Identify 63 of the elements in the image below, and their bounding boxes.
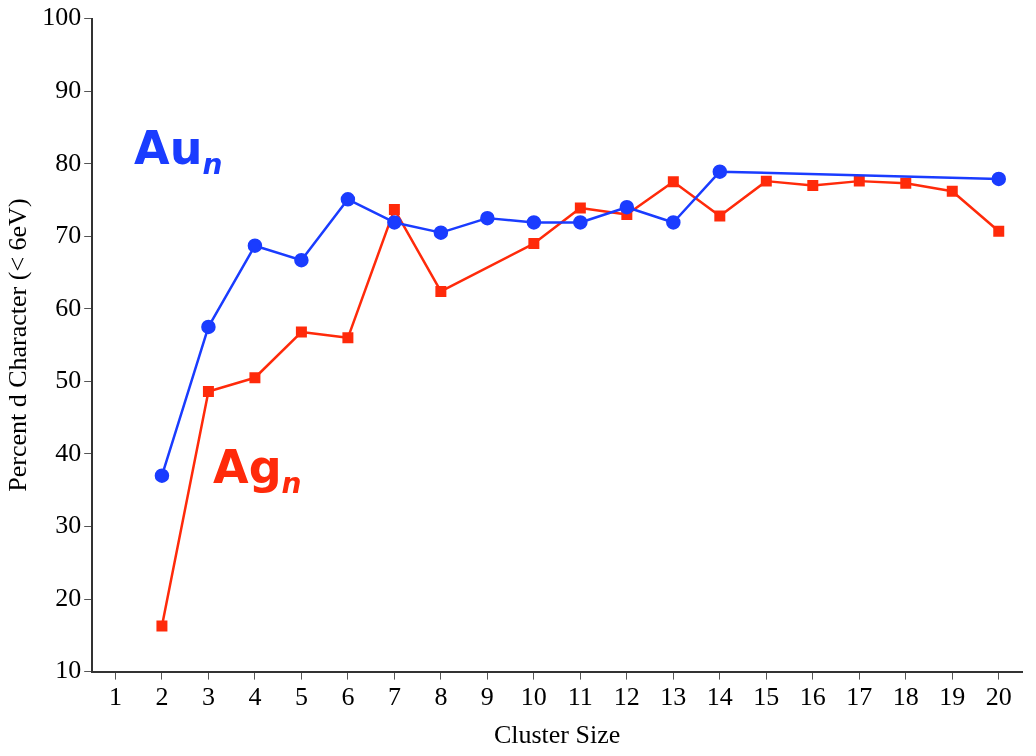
y-tick-label: 10 <box>55 655 82 685</box>
point <box>946 185 958 197</box>
x-tick-label: 8 <box>434 682 448 712</box>
x-tick-label: 12 <box>613 682 640 712</box>
x-tick-label: 10 <box>520 682 547 712</box>
x-tick-label: 4 <box>248 682 262 712</box>
point <box>202 386 214 398</box>
point <box>573 215 588 230</box>
x-tick-label: 13 <box>660 682 687 712</box>
y-axis-title: Percent d Character (< 6eV) <box>3 198 33 492</box>
point <box>807 179 819 191</box>
point <box>342 332 354 344</box>
point <box>760 175 772 187</box>
y-tick-label: 100 <box>42 2 82 32</box>
x-tick-label: 15 <box>753 682 780 712</box>
y-tick-label: 20 <box>55 582 82 612</box>
point <box>619 199 635 215</box>
x-tick-label: 19 <box>939 682 966 712</box>
x-tick-label: 5 <box>294 682 308 712</box>
point <box>900 177 912 189</box>
point <box>526 215 542 230</box>
point <box>388 203 400 215</box>
point <box>340 192 356 207</box>
point <box>156 620 168 632</box>
point <box>853 175 865 187</box>
x-tick-label: 3 <box>201 682 215 712</box>
y-tick-label: 30 <box>55 510 82 540</box>
point <box>201 319 216 335</box>
y-tick-label: 50 <box>55 365 82 395</box>
x-tick-label: 7 <box>387 682 401 712</box>
point <box>433 225 449 240</box>
point <box>993 225 1005 237</box>
point <box>714 210 726 222</box>
point <box>528 238 540 250</box>
x-tick-label: 20 <box>985 682 1012 712</box>
y-tick-label: 60 <box>55 292 82 322</box>
x-tick-label: 9 <box>480 682 494 712</box>
point <box>712 164 728 179</box>
point <box>667 176 679 188</box>
x-axis-title: Cluster Size <box>493 720 621 750</box>
point <box>991 171 1007 187</box>
x-tick-label: 1 <box>108 682 122 712</box>
y-tick-label: 80 <box>55 147 82 177</box>
point <box>249 372 261 384</box>
x-tick-label: 2 <box>155 682 169 712</box>
point <box>295 326 307 338</box>
y-tick-label: 90 <box>55 74 82 104</box>
point <box>154 468 170 483</box>
x-tick-label: 18 <box>892 682 919 712</box>
x-tick-label: 14 <box>706 682 733 712</box>
x-tick-label: 16 <box>799 682 826 712</box>
y-tick-label: 70 <box>55 220 82 250</box>
point <box>247 238 263 253</box>
point <box>435 285 447 297</box>
point <box>480 210 495 226</box>
y-tick-label: 40 <box>55 437 82 467</box>
point <box>574 202 586 214</box>
point <box>294 252 309 268</box>
point <box>387 215 402 230</box>
x-tick-label: 17 <box>846 682 873 712</box>
point <box>666 215 681 230</box>
x-tick-label: 11 <box>567 682 593 712</box>
x-tick-label: 6 <box>341 682 355 712</box>
